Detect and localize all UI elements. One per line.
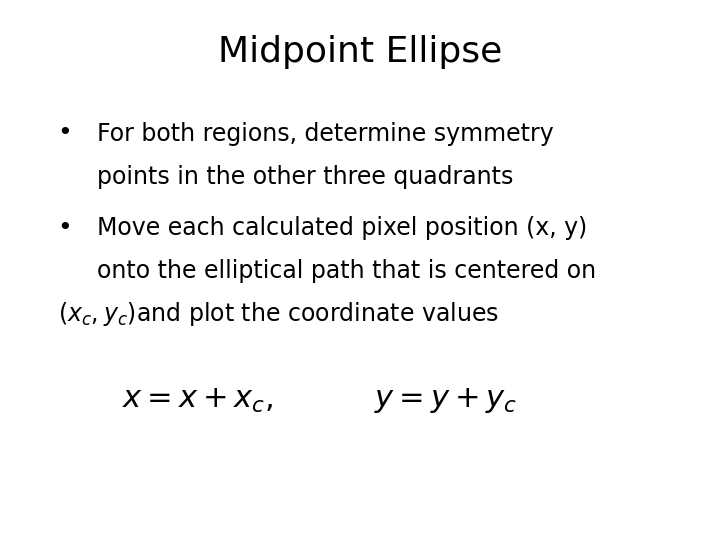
Text: points in the other three quadrants: points in the other three quadrants <box>97 165 513 188</box>
Text: •: • <box>58 216 72 240</box>
Text: $y = y + y_c$: $y = y + y_c$ <box>374 386 518 415</box>
Text: For both regions, determine symmetry: For both regions, determine symmetry <box>97 122 554 145</box>
Text: $x = x + x_c,$: $x = x + x_c,$ <box>122 386 274 415</box>
Text: onto the elliptical path that is centered on: onto the elliptical path that is centere… <box>97 259 596 283</box>
Text: •: • <box>58 122 72 145</box>
Text: $(x_c,y_c)$and plot the coordinate values: $(x_c,y_c)$and plot the coordinate value… <box>58 300 498 328</box>
Text: Move each calculated pixel position (x, y): Move each calculated pixel position (x, … <box>97 216 588 240</box>
Text: Midpoint Ellipse: Midpoint Ellipse <box>218 35 502 69</box>
